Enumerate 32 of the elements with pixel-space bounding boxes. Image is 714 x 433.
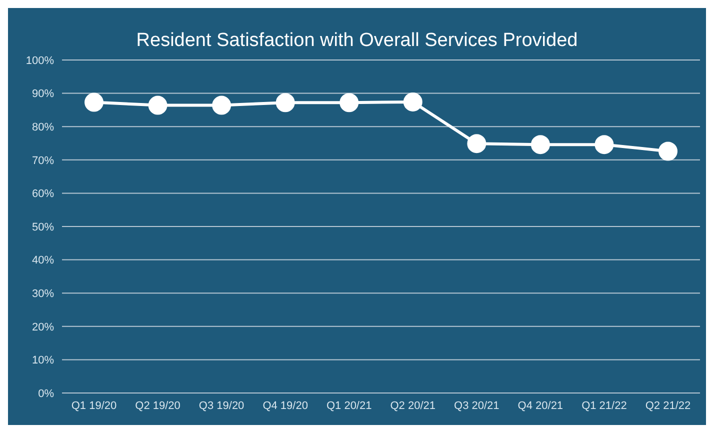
y-tick-label: 80%: [32, 122, 54, 134]
y-tick-label: 50%: [32, 221, 54, 234]
x-tick-label: Q4 20/21: [518, 400, 564, 412]
x-tick-label: Q2 20/21: [390, 400, 436, 412]
x-tick-label: Q2 19/20: [135, 400, 180, 412]
x-tick-label: Q1 21/22: [582, 400, 627, 412]
chart-title: Resident Satisfaction with Overall Services Provided: [135, 30, 579, 52]
y-tick-label: 60%: [32, 188, 54, 200]
y-tick-label: 10%: [32, 354, 54, 367]
point: [276, 93, 295, 112]
point: [340, 93, 359, 112]
y-tick-label: 0%: [38, 388, 54, 400]
x-tick-label: Q1 19/20: [71, 400, 117, 412]
x-tick-label: Q4 19/20: [262, 400, 308, 412]
point: [84, 92, 104, 112]
y-tick-label: 90%: [32, 88, 54, 100]
y-tick-label: 30%: [32, 288, 54, 300]
y-tick-label: 20%: [32, 321, 54, 334]
x-tick-label: Q3 19/20: [198, 400, 244, 412]
y-tick-label: 70%: [32, 154, 54, 167]
point: [594, 135, 614, 154]
point: [658, 142, 678, 161]
point: [148, 96, 168, 115]
point: [530, 135, 550, 154]
x-tick-label: Q3 20/21: [454, 400, 500, 412]
point: [212, 96, 232, 115]
point: [467, 134, 486, 154]
point: [403, 92, 422, 112]
x-tick-label: Q1 20/21: [326, 400, 372, 412]
x-tick-label: Q2 21/22: [645, 400, 691, 412]
y-tick-label: 40%: [32, 254, 54, 267]
y-tick-label: 100%: [26, 54, 54, 67]
